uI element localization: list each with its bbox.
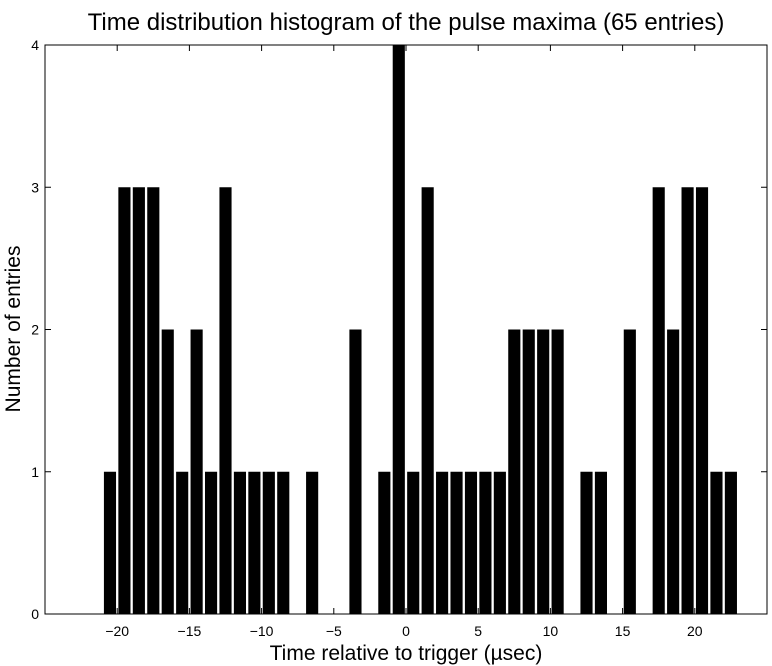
x-tick-label: 5	[474, 623, 482, 639]
histogram-bar	[248, 471, 261, 614]
histogram-bar	[190, 329, 203, 614]
y-tick-label: 0	[31, 606, 39, 622]
x-tick-label: −10	[250, 623, 274, 639]
y-tick-label: 3	[31, 179, 39, 195]
histogram-bar	[349, 329, 362, 614]
histogram-bar	[508, 329, 521, 614]
y-tick-label: 4	[31, 37, 39, 53]
x-axis-label: Time relative to trigger (µsec)	[270, 642, 543, 665]
histogram-bar	[551, 329, 564, 614]
x-axis-ticks: −20 −15 −10 −5 0 5 10 15 20	[105, 45, 703, 639]
histogram-bar	[306, 471, 319, 614]
histogram-bar	[147, 187, 160, 614]
histogram-bar	[421, 187, 434, 614]
y-axis-ticks: 0 1 2 3 4	[31, 37, 767, 622]
histogram-bar	[262, 471, 275, 614]
histogram-bar	[580, 471, 593, 614]
x-tick-label: 20	[687, 623, 703, 639]
histogram-bar	[219, 187, 232, 614]
histogram-bar	[277, 471, 290, 614]
histogram-bar	[103, 471, 117, 614]
x-tick-label: 15	[615, 623, 631, 639]
chart-title: Time distribution histogram of the pulse…	[88, 9, 725, 36]
y-tick-label: 1	[31, 464, 39, 480]
histogram-bar	[710, 471, 723, 614]
histogram-bar	[537, 329, 550, 614]
histogram-bar	[681, 187, 694, 614]
x-tick-label: −20	[105, 623, 129, 639]
x-tick-label: 0	[402, 623, 410, 639]
histogram-bar	[407, 471, 420, 614]
histogram-bar	[724, 471, 737, 614]
histogram-bar	[176, 471, 189, 614]
histogram-bar	[652, 187, 665, 614]
histogram-bar	[522, 329, 535, 614]
y-tick-label: 2	[31, 322, 39, 338]
histogram-bar	[436, 471, 449, 614]
x-tick-label: 10	[543, 623, 559, 639]
histogram-bar	[493, 471, 506, 614]
y-axis-label: Number of entries	[2, 246, 25, 413]
histogram-bar	[479, 471, 492, 614]
x-tick-label: −15	[178, 623, 202, 639]
histogram-bar	[623, 329, 636, 614]
histogram-bar	[233, 471, 247, 614]
histogram-bar	[378, 471, 391, 614]
histogram-bar	[204, 471, 218, 614]
histogram-bar	[667, 329, 680, 614]
histogram-bar	[132, 187, 145, 614]
histogram-bar	[161, 329, 174, 614]
x-tick-label: −5	[326, 623, 342, 639]
histogram-bar	[594, 471, 608, 614]
histogram-bar	[118, 187, 131, 614]
bars-group	[103, 45, 737, 614]
histogram-bar	[392, 45, 405, 614]
histogram-bar	[464, 471, 478, 614]
histogram-bar	[695, 187, 709, 614]
histogram-bar	[450, 471, 463, 614]
